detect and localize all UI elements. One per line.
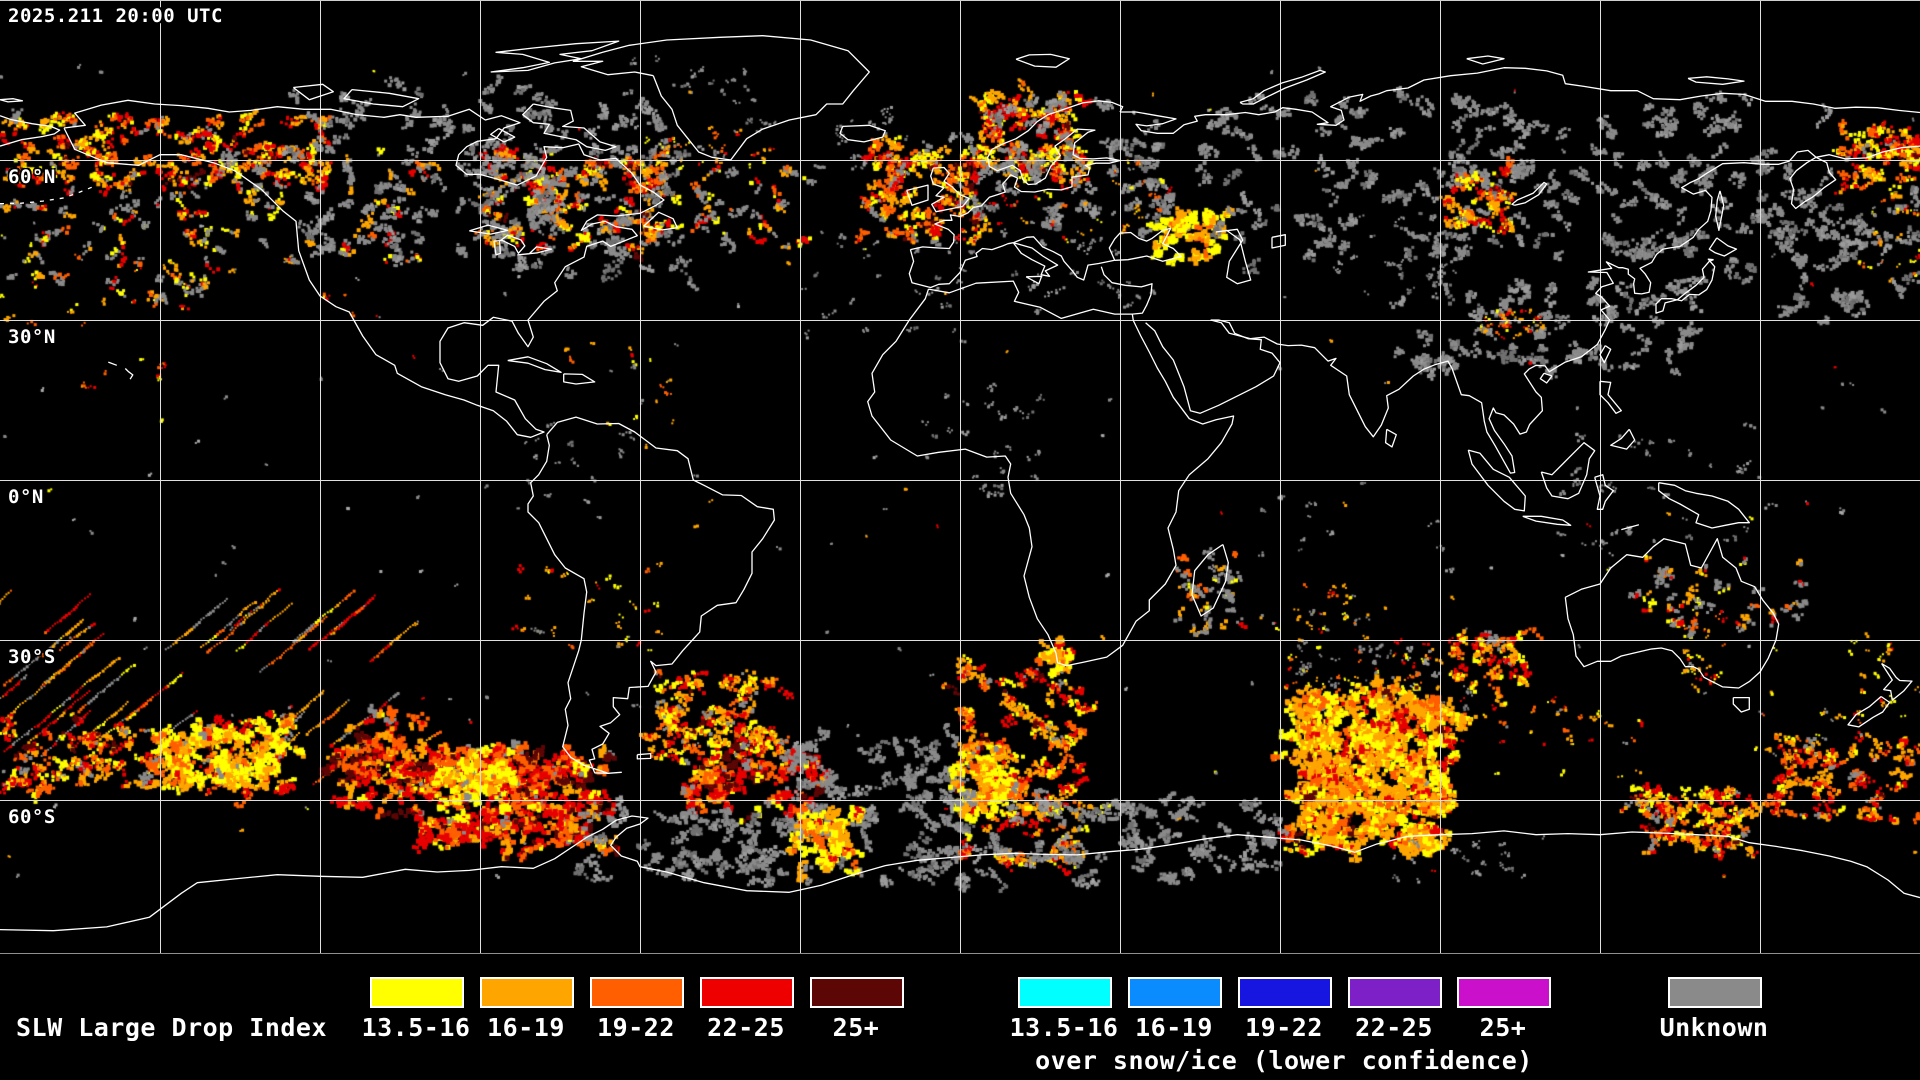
legend-swatch-slw-16-19 (480, 977, 574, 1008)
graticule (0, 0, 1920, 954)
legend-swatch-slw-19-22 (590, 977, 684, 1008)
legend-label-slw-13.5-16: 13.5-16 (361, 1013, 471, 1042)
legend-swatch-snowice-13.5-16 (1018, 977, 1112, 1008)
lat-label-0n: 0°N (8, 486, 44, 508)
legend-title: SLW Large Drop Index (16, 1013, 328, 1042)
legend-swatch-slw-13.5-16 (370, 977, 464, 1008)
lat-label-60n: 60°N (8, 166, 56, 188)
legend-label-slw-25plus: 25+ (832, 1013, 880, 1042)
legend-swatch-slw-22-25 (700, 977, 794, 1008)
legend-swatch-snowice-19-22 (1238, 977, 1332, 1008)
legend-swatch-slw-25plus (810, 977, 904, 1008)
legend-label-snowice-13.5-16: 13.5-16 (1009, 1013, 1119, 1042)
legend-label-unknown: Unknown (1659, 1013, 1769, 1042)
lat-label-60s: 60°S (8, 806, 56, 828)
lat-label-30s: 30°S (8, 646, 56, 668)
legend-swatch-unknown (1668, 977, 1762, 1008)
legend-swatch-snowice-22-25 (1348, 977, 1442, 1008)
legend-label-snowice-19-22: 19-22 (1245, 1013, 1323, 1042)
legend-label-slw-16-19: 16-19 (487, 1013, 565, 1042)
legend-label-snowice-25plus: 25+ (1479, 1013, 1527, 1042)
lat-label-30n: 30°N (8, 326, 56, 348)
timestamp: 2025.211 20:00 UTC (8, 5, 223, 27)
legend-label-snowice-22-25: 22-25 (1355, 1013, 1433, 1042)
world-map (0, 0, 1920, 954)
legend-label-slw-22-25: 22-25 (707, 1013, 785, 1042)
legend-label-slw-19-22: 19-22 (597, 1013, 675, 1042)
legend-snowice-note: over snow/ice (lower confidence) (1035, 1046, 1533, 1075)
legend-label-snowice-16-19: 16-19 (1135, 1013, 1213, 1042)
coastlines (0, 35, 1920, 932)
legend-swatch-snowice-16-19 (1128, 977, 1222, 1008)
legend-swatch-snowice-25plus (1457, 977, 1551, 1008)
